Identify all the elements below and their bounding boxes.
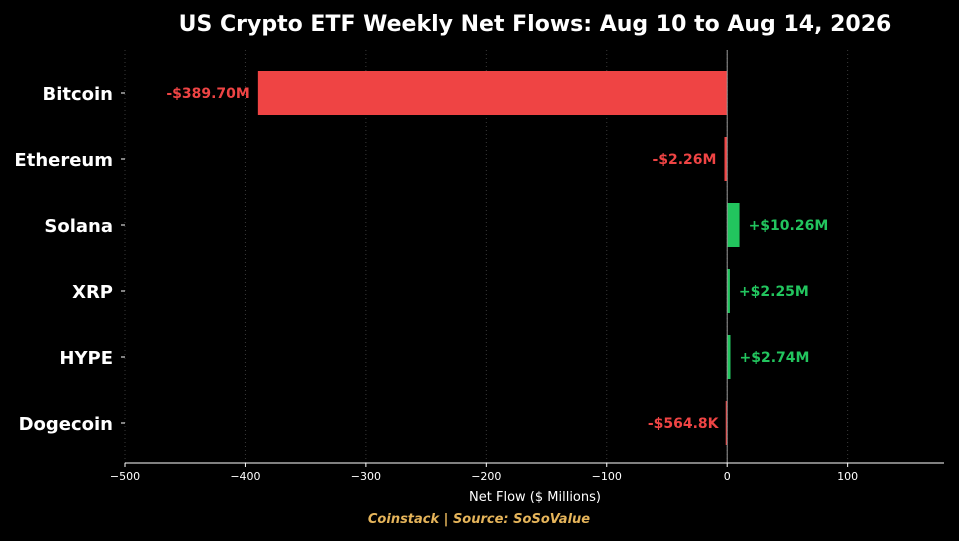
value-label: +$2.74M [740, 350, 810, 366]
x-tick-label: 0 [724, 470, 731, 483]
x-tick-label: −400 [230, 470, 260, 483]
category-label: Dogecoin [19, 414, 113, 435]
labels-layer: Bitcoin -$389.70M Ethereum -$2.26M Solana +$1… [14, 84, 828, 435]
x-tick-label: −300 [351, 470, 381, 483]
category-label: Ethereum [14, 150, 113, 171]
x-tick-label: −100 [592, 470, 622, 483]
bar-bitcoin [257, 71, 728, 115]
bar-xrp [727, 269, 730, 313]
bar-dogecoin [725, 401, 728, 445]
chart-title: US Crypto ETF Weekly Net Flows: Aug 10 t… [179, 12, 892, 37]
bar-ethereum [724, 137, 728, 181]
x-tick-label: 100 [837, 470, 858, 483]
bar-solana [727, 203, 740, 247]
value-label: -$2.26M [652, 152, 716, 168]
value-label: -$389.70M [166, 86, 250, 102]
category-label: HYPE [59, 348, 113, 369]
x-tick-label: −200 [471, 470, 501, 483]
category-label: XRP [72, 282, 113, 303]
category-label: Solana [44, 216, 113, 237]
value-label: +$10.26M [749, 218, 829, 234]
value-label: -$564.8K [648, 416, 720, 432]
footer-credit: Coinstack | Source: SoSoValue [368, 512, 590, 527]
bars-layer [257, 71, 740, 445]
category-label: Bitcoin [42, 84, 113, 105]
x-tick-label: −500 [110, 470, 140, 483]
value-label: +$2.25M [739, 284, 809, 300]
bar-hype [727, 335, 731, 379]
x-axis-label: Net Flow ($ Millions) [469, 490, 601, 505]
axis-layer: −500 −400 −300 −200 −100 0 100 [110, 50, 944, 483]
